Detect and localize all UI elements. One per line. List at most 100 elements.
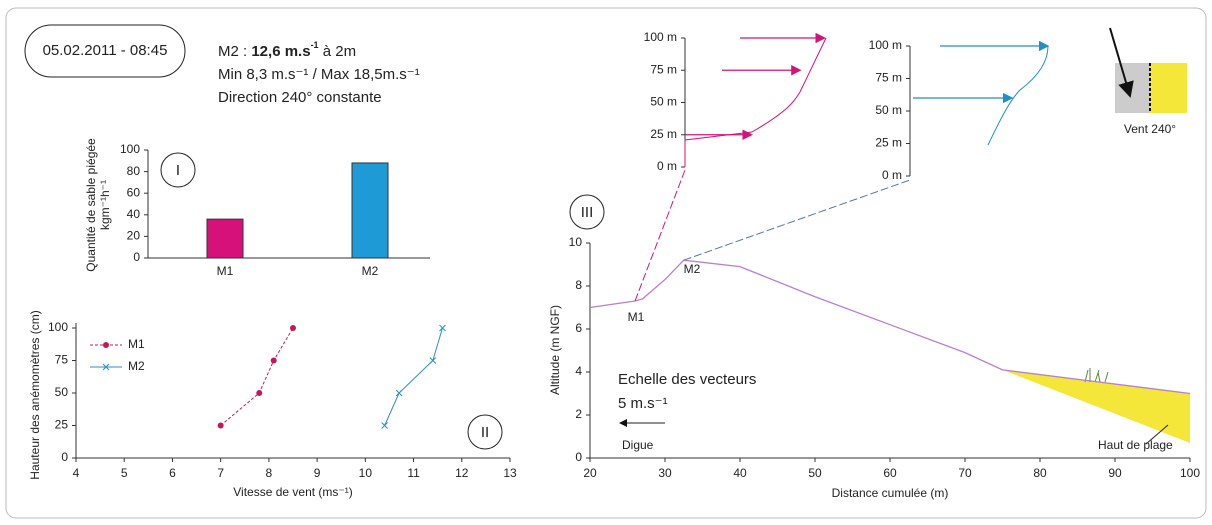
series-line [384,327,443,426]
marker [256,390,263,396]
beach [1002,369,1190,443]
wind-arrow [1109,27,1134,98]
x-tick-label: M1 [217,264,234,278]
wind-profile [987,45,1049,146]
panel-circle [569,194,605,230]
marker [439,324,446,332]
y-tick-label: 8 [575,278,582,292]
annotation: M2 [684,262,701,276]
end: à 2m [319,43,357,60]
x-tick-label: 90 [1108,466,1122,480]
header-line2: Min 8,3 m.s⁻¹ / Max 18,5m.s⁻¹ [218,66,420,83]
y-tick-label: 100 [120,142,140,156]
marker [395,389,403,397]
x-tick-label: 12 [455,466,469,480]
annotation: M1 [628,310,645,324]
x-label: Distance cumulée (m) [832,486,949,500]
profile-line [589,259,1191,395]
annotation: Digue [622,438,654,452]
marker [290,325,296,331]
x-tick-label: 5 [121,466,128,480]
y-tick-label: 25 m [650,127,677,141]
panel-circle [467,414,503,450]
x-tick-label: 4 [73,466,80,480]
x-tick-label: 40 [733,466,747,480]
marker [429,357,437,364]
y-tick-label: 75 m [650,62,677,76]
land [1115,63,1150,113]
y-label: Quantité de sable piégée [84,138,98,272]
y-tick-label: 100 [48,320,68,334]
x-label: Vitesse de vent (ms⁻¹) [233,485,352,499]
y-tick-label: 60 [127,185,141,199]
y-tick-label: 80 [127,164,141,178]
annotation: Echelle des vecteurs [618,371,756,388]
legend-label: M2 [128,359,145,373]
y-tick-label: 6 [575,321,582,335]
y-label: Hauteur des anémomètres (cm) [28,310,42,479]
value: 12,6 m.s [251,43,310,60]
x-tick-label: 10 [359,466,373,480]
legend-marker [103,342,109,348]
x-tick-label: 80 [1033,466,1047,480]
x-tick-label: 60 [883,466,897,480]
y-tick-label: 25 m [875,136,902,150]
x-tick-label: 100 [1180,466,1200,480]
x-tick-label: 70 [958,466,972,480]
beach-pointer [1145,424,1169,445]
legend-label: M1 [128,337,145,351]
connector [683,179,911,261]
annotation: Haut de plage [1098,438,1173,452]
y-tick-label: 100 m [869,38,902,52]
x-tick-label: 6 [169,466,176,480]
x-tick-label: 13 [503,466,517,480]
legend-marker [102,363,110,371]
date: 05.02.2011 - 08:45 [43,42,168,59]
header-line3: Direction 240° constante [218,89,382,106]
x-tick-label: 30 [658,466,672,480]
y-tick-label: 2 [575,407,582,421]
panel-label: II [481,424,489,441]
y-tick-label: 25 [55,418,69,432]
header-line1: M2 : 12,6 m.s-1 à 2m [218,40,356,60]
y-tick-label: 50 m [650,95,677,109]
y-tick-label: 75 m [875,71,902,85]
annotation: 5 m.s⁻¹ [618,395,668,412]
y-tick-label: 0 [61,450,68,464]
x-tick-label: 50 [808,466,822,480]
panel-label: III [581,204,594,221]
y-tick-label: 0 m [657,159,677,173]
bar [351,162,389,259]
y-tick-label: 10 [569,235,583,249]
sup: -1 [311,40,319,50]
y-label: kgm⁻¹h⁻¹ [98,180,112,230]
marker [381,422,388,429]
panel-label: I [176,162,180,179]
y-tick-label: 0 [575,450,582,464]
y-tick-label: 4 [575,364,582,378]
x-tick-label: 20 [583,466,597,480]
label: M2 : [218,43,251,60]
y-tick-label: 40 [127,207,141,221]
y-tick-label: 75 [55,353,69,367]
x-tick-label: 11 [407,466,420,480]
x-tick-label: M2 [362,264,379,278]
y-label: Altitude (m NGF) [548,305,562,395]
connector [634,169,686,302]
bar [206,218,244,259]
y-tick-label: 50 m [875,103,902,117]
x-tick-label: 9 [314,466,321,480]
x-tick-label: 7 [217,466,224,480]
series-line [220,327,294,426]
y-tick-label: 0 m [882,168,902,182]
x-tick-label: 8 [266,466,273,480]
y-tick-label: 100 m [644,30,677,44]
y-tick-label: 20 [127,229,141,243]
marker [217,422,224,429]
wind-profile [684,37,827,167]
wind-icon: Vent 240° [1109,27,1187,136]
marker [270,357,277,364]
date-box [24,24,186,78]
y-tick-label: 0 [133,250,140,264]
